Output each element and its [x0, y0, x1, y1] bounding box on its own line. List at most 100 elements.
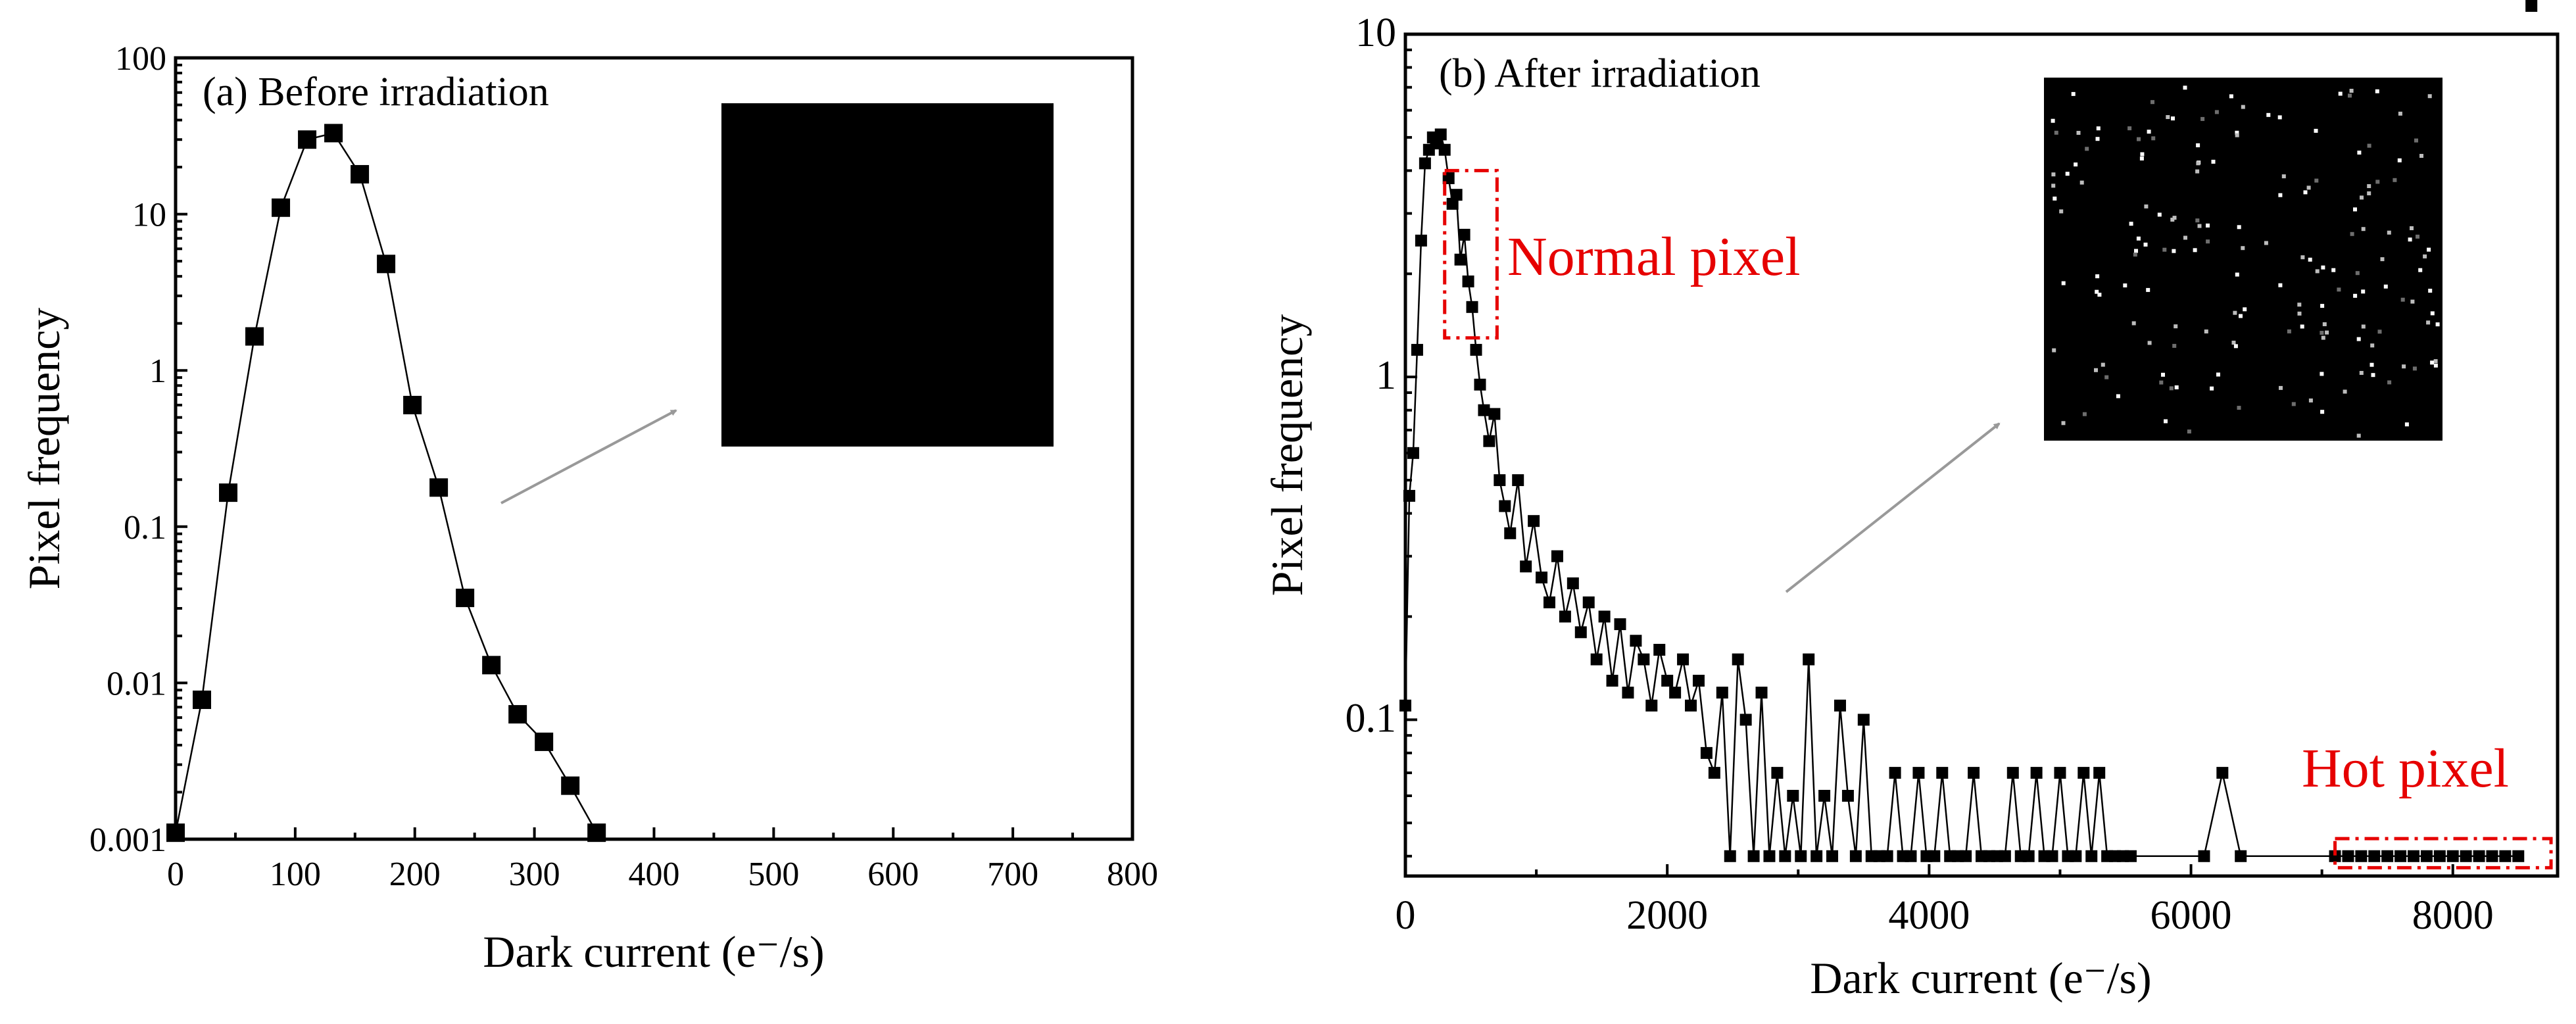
data-point: [2022, 850, 2035, 862]
hot-pixel-dot: [2410, 226, 2414, 230]
data-point: [1661, 674, 1674, 687]
data-point: [2342, 850, 2354, 862]
data-point: [2235, 850, 2247, 862]
inset-image-b: [2044, 78, 2442, 441]
data-point: [1582, 596, 1595, 608]
data-point: [1403, 489, 1415, 502]
hot-pixel-dot: [2397, 158, 2402, 162]
hot-pixel-dot: [2419, 154, 2423, 158]
hot-pixel-dot: [2161, 372, 2165, 377]
hot-pixel-box: [2333, 837, 2553, 869]
hot-pixel-dot: [2418, 268, 2423, 272]
x-ticks-b: 0 2000 4000 6000 8000: [1396, 864, 2494, 938]
hot-pixel-dot: [2097, 293, 2102, 297]
data-point: [1606, 674, 1618, 687]
hot-pixel-dot: [2356, 433, 2361, 438]
hot-pixel-dot: [2104, 375, 2109, 379]
panel-a: (a) Before irradiation 0 100 200 300 400 500 6…: [19, 40, 1158, 977]
data-point: [2216, 767, 2229, 779]
hot-pixel-dot: [2398, 111, 2402, 116]
data-point: [2368, 850, 2381, 862]
hot-pixel-dot: [2359, 371, 2364, 375]
data-point: [1499, 500, 1511, 512]
data-point: [2054, 767, 2066, 779]
hot-pixel-dot: [2235, 272, 2239, 277]
x-tick-label: 100: [270, 856, 321, 893]
hot-pixel-dot: [2320, 372, 2324, 376]
hot-pixel-dot: [2051, 118, 2055, 123]
data-point: [482, 656, 501, 675]
hot-pixel-dot: [2277, 115, 2282, 120]
hot-pixel-dot: [2314, 178, 2319, 183]
hot-pixel-dot: [2131, 321, 2136, 326]
y-tick-label: 100: [115, 40, 166, 78]
data-point: [1438, 143, 1451, 156]
hot-pixel-dot: [2051, 183, 2056, 188]
data-point: [1645, 699, 1658, 712]
hot-pixel-dot: [2360, 195, 2364, 200]
data-point: [1407, 447, 1419, 459]
y-tick-label: 10: [132, 197, 166, 234]
hot-pixel-dot: [2308, 257, 2312, 262]
hot-pixel-dot: [2233, 310, 2237, 315]
hot-pixel-dot: [2074, 162, 2078, 167]
hot-pixel-dot: [2321, 335, 2325, 340]
normal-pixel-box: [1443, 168, 1499, 340]
hot-pixel-dot: [2082, 412, 2087, 416]
data-point: [1528, 515, 1540, 527]
hot-pixel-dot: [2430, 311, 2435, 316]
data-point: [2446, 850, 2459, 862]
hot-pixel-dot: [2233, 344, 2238, 349]
hot-pixel-dot: [2375, 89, 2379, 93]
hot-pixel-dot: [2140, 152, 2145, 157]
x-tick-label: 400: [629, 856, 680, 893]
data-point: [2486, 850, 2498, 862]
data-point: [2070, 850, 2082, 862]
inset-arrow-b: [1785, 422, 2001, 593]
hot-pixel-dot: [2416, 234, 2419, 239]
hot-pixel-dot: [2433, 363, 2438, 368]
x-tick-label: 800: [1107, 856, 1158, 893]
hot-pixel-dot: [2231, 341, 2236, 345]
data-point: [2006, 767, 2019, 779]
data-point: [456, 589, 475, 608]
hot-pixel-dot: [2320, 410, 2325, 414]
inset-arrow-a: [500, 409, 677, 504]
hot-pixel-dot: [2356, 337, 2361, 341]
data-point: [1960, 850, 1972, 862]
data-point: [2093, 767, 2106, 779]
hot-pixel-dot: [2235, 130, 2239, 135]
data-point: [1936, 767, 1949, 779]
data-point: [1669, 687, 1682, 699]
data-point: [2433, 850, 2446, 862]
hot-pixel-dot: [2204, 329, 2208, 333]
hot-pixel-dot: [2127, 126, 2132, 131]
data-point: [2394, 850, 2407, 862]
hot-pixel-dot: [2375, 180, 2380, 184]
series-line: [174, 132, 598, 833]
data-point: [1818, 789, 1831, 802]
hot-pixel-dot: [2321, 265, 2325, 270]
hot-pixel-dot: [2193, 248, 2197, 253]
y-axis-label-b: Pixel frequency: [1262, 314, 1312, 597]
hot-pixel-dot: [2061, 281, 2066, 285]
hot-pixel-dot: [2172, 249, 2176, 253]
data-point: [1677, 653, 1689, 666]
hot-pixel-dot: [2322, 322, 2327, 326]
data-point: [2355, 850, 2368, 862]
data-point: [2460, 850, 2472, 862]
data-point: [1567, 577, 1579, 589]
hot-pixel-dot: [2297, 303, 2302, 307]
hot-pixel-dot: [2052, 348, 2056, 353]
x-axis-label-a: Dark current (e⁻/s): [483, 927, 824, 977]
hot-pixel-dot: [2071, 91, 2076, 96]
data-point: [1638, 653, 1650, 666]
data-point: [1787, 789, 1799, 802]
x-tick-label: 300: [509, 856, 560, 893]
data-point: [1755, 687, 1768, 699]
data-point: [1411, 343, 1423, 356]
hot-pixel-dot: [2076, 131, 2081, 135]
hot-pixel-dot: [2361, 289, 2366, 294]
data-point: [561, 776, 580, 795]
x-tick-label: 200: [389, 856, 441, 893]
